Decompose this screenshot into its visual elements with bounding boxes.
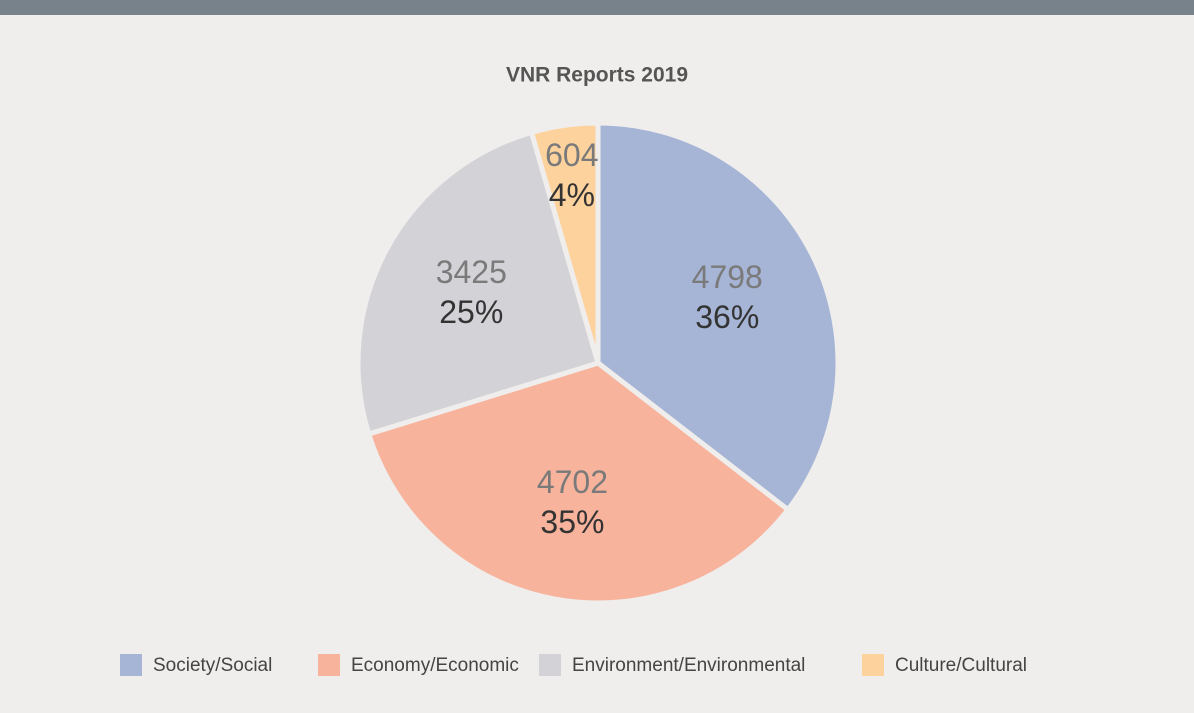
chart-title: VNR Reports 2019 xyxy=(506,64,688,87)
value-label: 3425 xyxy=(436,254,507,290)
percent-label: 35% xyxy=(540,504,604,540)
legend-label: Culture/Cultural xyxy=(895,655,1027,676)
legend-label: Environment/Environmental xyxy=(572,655,805,676)
legend-label: Society/Social xyxy=(153,655,272,676)
legend-swatch xyxy=(120,654,142,676)
value-label: 4798 xyxy=(692,259,763,295)
percent-label: 25% xyxy=(439,294,503,330)
value-label: 4702 xyxy=(537,464,608,500)
legend-label: Economy/Economic xyxy=(351,655,519,676)
pie-slice xyxy=(595,120,841,514)
pie-slice xyxy=(528,120,601,364)
percent-label: 36% xyxy=(695,299,759,335)
pie-slice xyxy=(365,360,792,606)
legend-swatch xyxy=(862,654,884,676)
value-label: 604 xyxy=(545,137,598,173)
pie-slice xyxy=(355,129,602,438)
top-bar xyxy=(0,0,1194,15)
legend-swatch xyxy=(318,654,340,676)
legend-swatch xyxy=(539,654,561,676)
percent-label: 4% xyxy=(549,177,595,213)
